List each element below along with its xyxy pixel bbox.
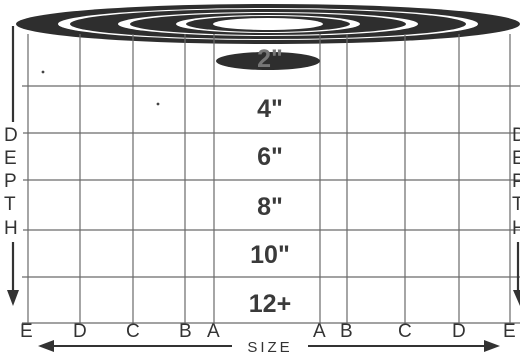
- size-letter-c-right: C: [398, 321, 412, 342]
- depth-axis-right-letter-e: E: [512, 148, 520, 169]
- size-letter-a-left: A: [207, 321, 220, 342]
- ring-center: [213, 18, 323, 30]
- size-axis-right-arrowhead: [484, 340, 500, 352]
- depth-axis-right-letter-t: T: [512, 194, 520, 215]
- size-letter-b-right: B: [340, 321, 353, 342]
- size-letter-d-right: D: [452, 321, 466, 342]
- depth-axis-letter-h: H: [4, 218, 18, 239]
- depth-value-8: 8": [257, 193, 283, 221]
- depth-axis-right-arrowhead: [513, 290, 520, 306]
- depth-axis-right-letter-p: P: [512, 171, 520, 192]
- depth-value-10: 10": [250, 241, 290, 269]
- depth-axis-right-letter-h: H: [512, 218, 520, 239]
- size-letter-e-right: E: [503, 321, 516, 342]
- size-letter-b-left: B: [179, 321, 192, 342]
- depth-axis-letter-t: T: [4, 194, 16, 215]
- size-letters: E D C B A A B C D E: [20, 321, 516, 342]
- size-axis: SIZE: [38, 339, 500, 356]
- depth-axis-left-arrowhead: [7, 290, 19, 306]
- size-axis-left-arrowhead: [38, 340, 54, 352]
- grid: [22, 34, 520, 324]
- depth-axis-right: D E P T H: [512, 125, 520, 306]
- depth-value-12-plus: 12+: [249, 290, 291, 318]
- depth-axis-letter-p: P: [4, 171, 17, 192]
- depth-axis-letter-d: D: [4, 125, 18, 146]
- depth-axis-letter-e: E: [4, 148, 17, 169]
- depth-value-6: 6": [257, 143, 283, 171]
- size-letter-c-left: C: [126, 321, 140, 342]
- size-axis-label: SIZE: [247, 339, 292, 356]
- size-letter-d-left: D: [73, 321, 87, 342]
- ring-ellipses: [16, 4, 520, 44]
- depth-2-marker-oval: [216, 52, 320, 70]
- size-letter-a-right: A: [313, 321, 326, 342]
- depth-axis-left: D E P T H: [3, 26, 23, 306]
- size-letter-e-left: E: [20, 321, 33, 342]
- depth-value-2: 2": [257, 45, 283, 73]
- depth-value-4: 4": [257, 95, 283, 123]
- depth-axis-right-letter-d: D: [512, 125, 520, 146]
- speck: [41, 70, 45, 74]
- depth-values: 2" 4" 6" 8" 10" 12+: [249, 45, 291, 318]
- speck: [156, 102, 160, 106]
